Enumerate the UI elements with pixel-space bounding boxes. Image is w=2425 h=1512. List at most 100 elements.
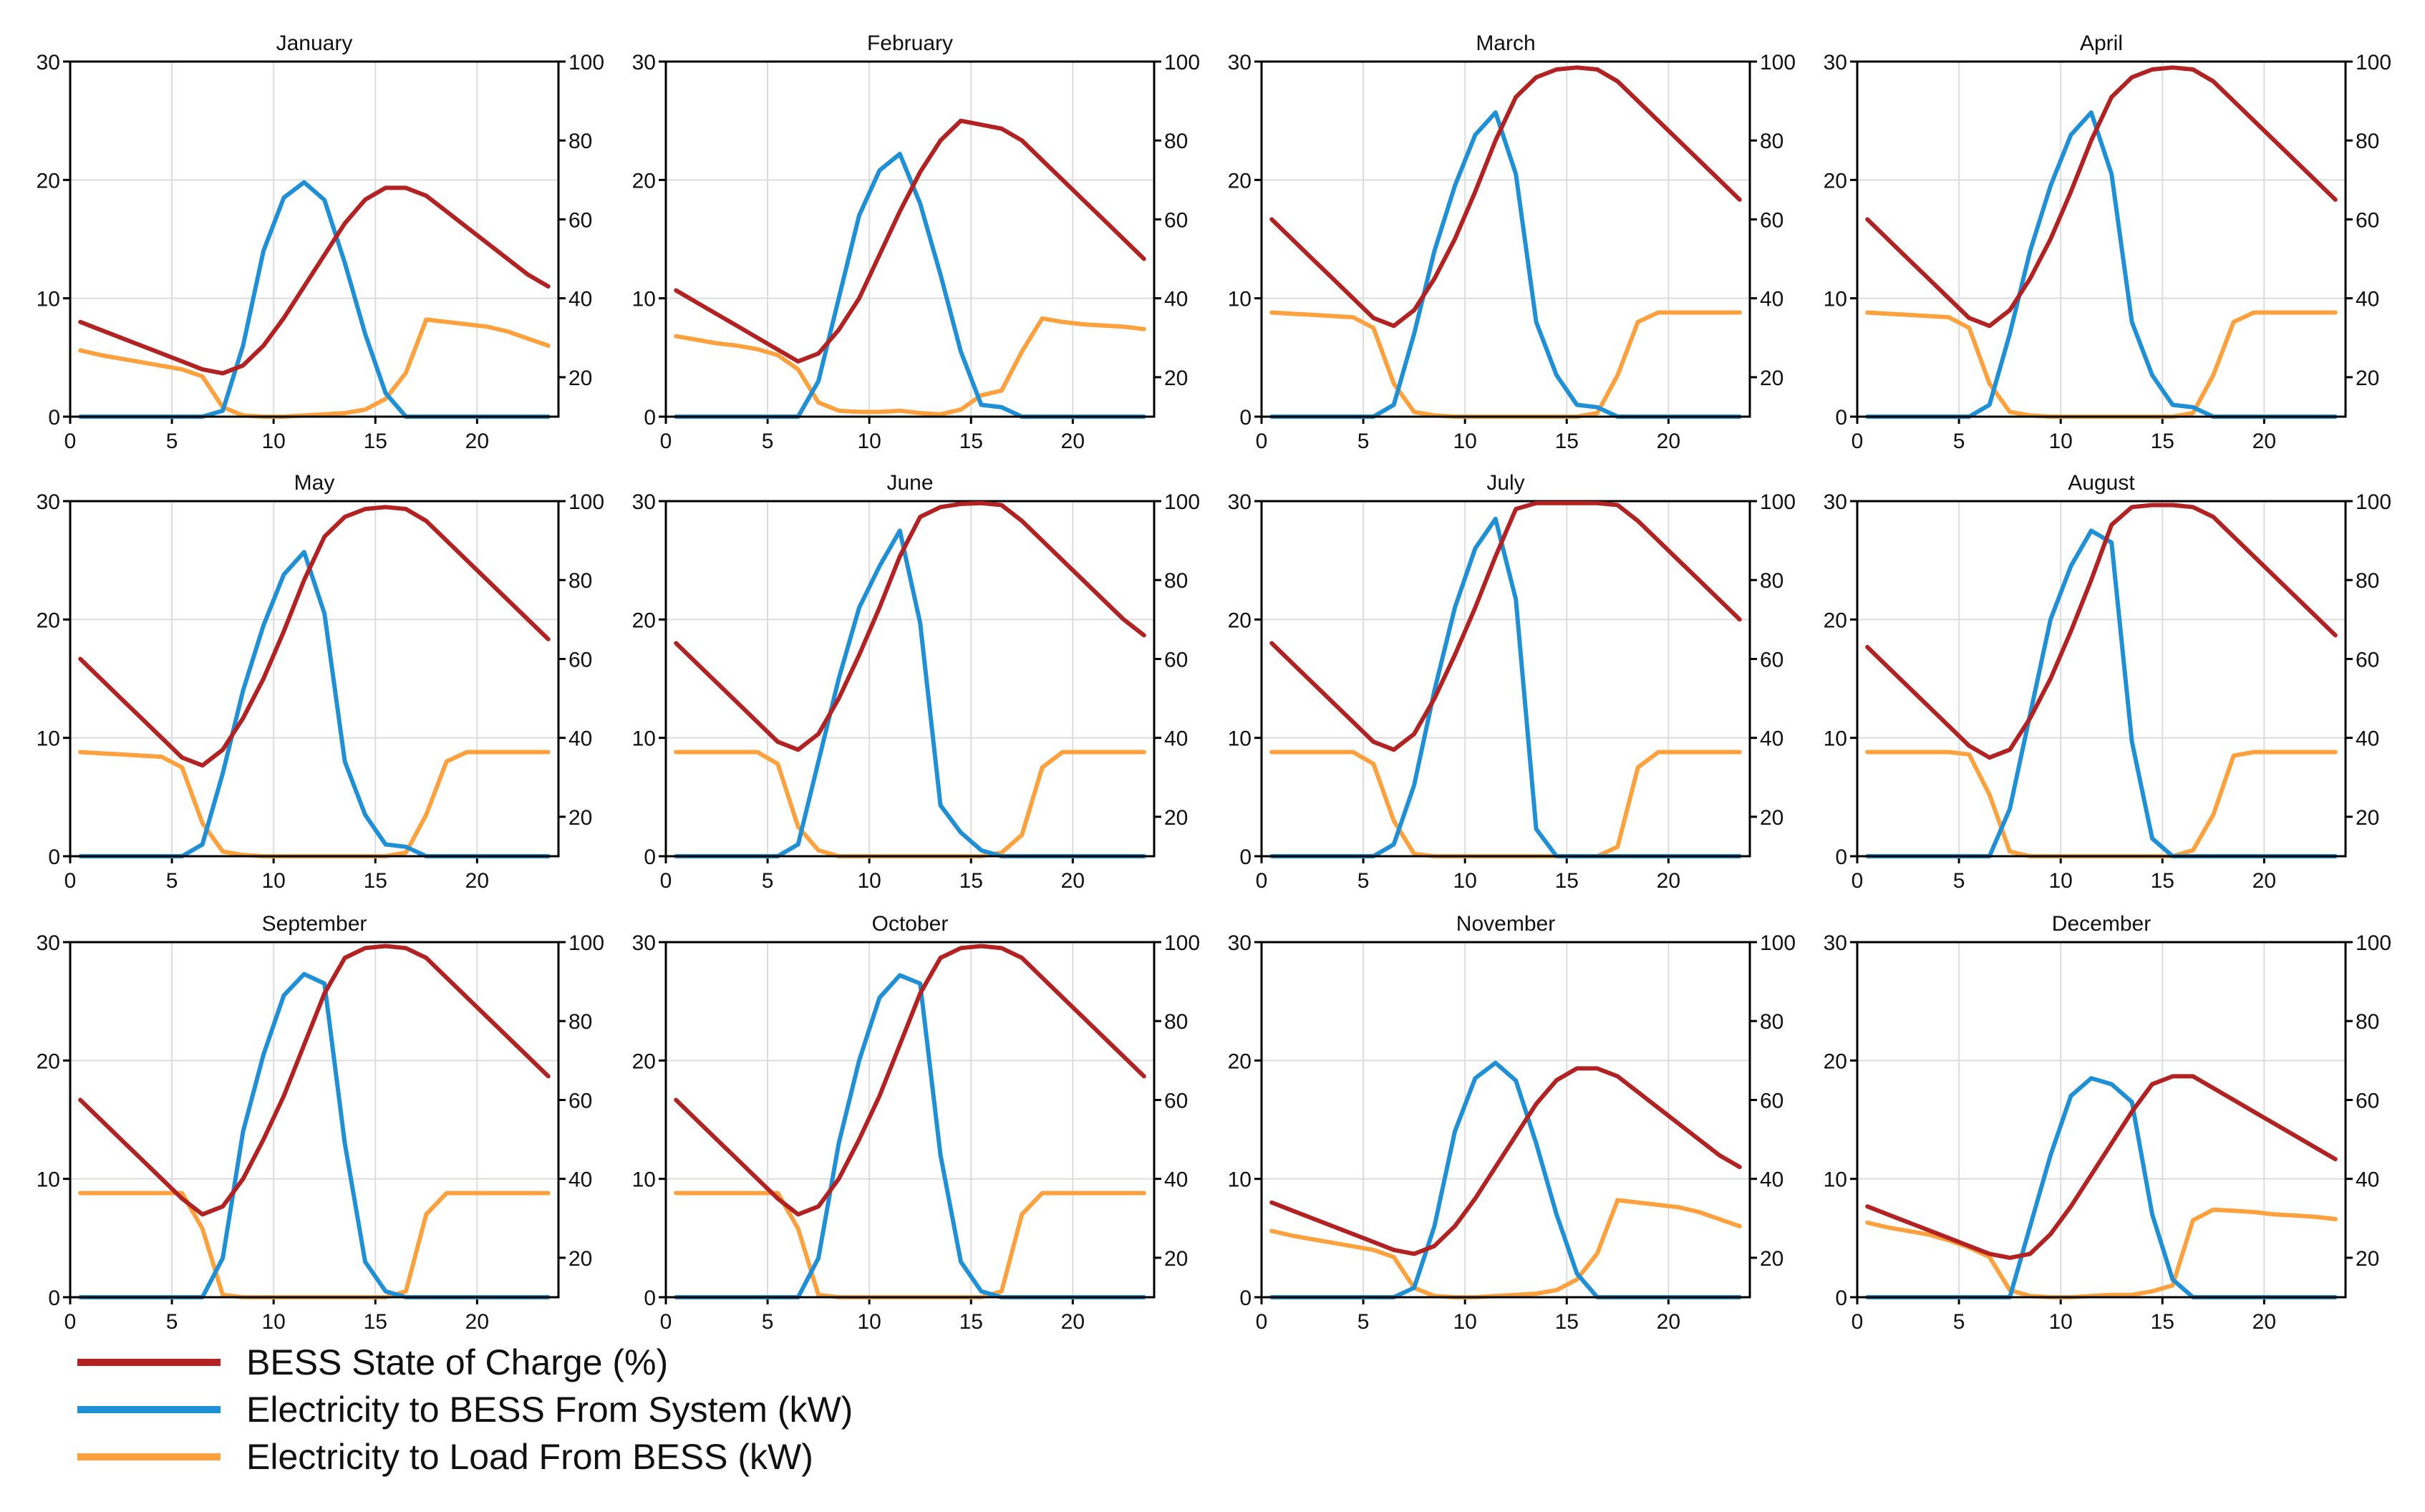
left-tick-label: 30 xyxy=(1824,51,1847,74)
right-tick-label: 20 xyxy=(568,1247,592,1271)
left-tick-label: 30 xyxy=(632,490,656,514)
x-tick-label: 15 xyxy=(364,1310,387,1334)
panel-september: September 0 5 10 15 20 0 10 20 30 20 40 60 80 100 xyxy=(37,912,604,1334)
panel-march: March 0 5 10 15 20 0 10 20 30 20 40 60 80 100 xyxy=(1228,32,1796,453)
right-tick-label: 60 xyxy=(1760,1089,1783,1113)
x-tick-label: 5 xyxy=(762,1310,774,1334)
right-tick-label: 80 xyxy=(568,569,592,593)
plot-frame xyxy=(69,941,560,1299)
panel-title: September xyxy=(262,912,367,936)
x-tick-label: 5 xyxy=(166,1310,178,1334)
left-tick-label: 20 xyxy=(37,609,60,632)
series-load-from-bess xyxy=(78,750,551,858)
right-tick-label: 60 xyxy=(568,1089,592,1113)
right-tick-label: 80 xyxy=(1164,1010,1188,1034)
left-tick-label: 30 xyxy=(1824,490,1847,514)
x-tick-label: 5 xyxy=(1953,430,1965,453)
panel-title: January xyxy=(276,32,353,55)
series-load-from-bess xyxy=(1269,750,1742,858)
x-tick-label: 0 xyxy=(1852,869,1864,893)
x-tick-label: 5 xyxy=(1953,869,1965,893)
panel-december: December 0 5 10 15 20 0 10 20 30 20 40 60 80 100 xyxy=(1824,912,2391,1334)
series-state-of-charge xyxy=(1865,503,2338,760)
panel-title: July xyxy=(1486,471,1524,495)
right-tick-label: 40 xyxy=(1164,288,1188,311)
right-tick-label: 100 xyxy=(1760,931,1796,955)
series-state-of-charge xyxy=(1269,65,1742,329)
x-tick-label: 15 xyxy=(959,1310,983,1334)
legend: BESS State of Charge (%) Electricity to … xyxy=(77,1339,853,1480)
x-tick-label: 0 xyxy=(64,1310,77,1334)
right-tick-label: 60 xyxy=(1164,1089,1188,1113)
left-tick-label: 10 xyxy=(1228,727,1252,751)
right-tick-label: 80 xyxy=(1164,569,1188,593)
right-tick-label: 20 xyxy=(2356,806,2379,830)
x-tick-label: 0 xyxy=(64,430,77,453)
x-tick-label: 15 xyxy=(1555,869,1579,893)
x-tick-label: 5 xyxy=(1357,1310,1370,1334)
panel-august: August 0 5 10 15 20 0 10 20 30 20 40 60 80 100 xyxy=(1824,471,2391,893)
right-tick-label: 80 xyxy=(1164,130,1188,153)
series-state-of-charge xyxy=(1269,500,1742,752)
left-tick-label: 20 xyxy=(37,169,60,193)
x-tick-label: 5 xyxy=(1357,430,1370,453)
x-tick-label: 0 xyxy=(1852,430,1864,453)
x-tick-label: 20 xyxy=(465,869,489,893)
right-tick-label: 20 xyxy=(568,806,592,830)
x-tick-label: 20 xyxy=(1657,869,1680,893)
right-tick-label: 20 xyxy=(1760,367,1783,390)
x-tick-label: 15 xyxy=(2151,430,2174,453)
left-tick-label: 10 xyxy=(632,288,656,311)
x-tick-label: 5 xyxy=(166,869,178,893)
right-tick-label: 80 xyxy=(1760,130,1783,153)
x-tick-label: 0 xyxy=(1256,869,1268,893)
panel-february: February 0 5 10 15 20 0 10 20 30 20 40 60 80 100 xyxy=(632,32,1200,453)
left-tick-label: 30 xyxy=(37,51,60,74)
series-bess-from-system xyxy=(78,550,551,858)
right-tick-label: 100 xyxy=(1164,51,1200,74)
left-tick-label: 20 xyxy=(1824,1050,1847,1073)
right-tick-label: 100 xyxy=(568,51,604,74)
right-tick-label: 80 xyxy=(568,130,592,153)
x-tick-label: 5 xyxy=(1953,1310,1965,1334)
right-tick-label: 100 xyxy=(2356,931,2391,955)
panel-april: April 0 5 10 15 20 0 10 20 30 20 40 60 80 100 xyxy=(1824,32,2391,453)
right-tick-label: 60 xyxy=(568,208,592,232)
left-tick-label: 0 xyxy=(48,845,60,869)
left-tick-label: 10 xyxy=(632,727,656,751)
plot-frame xyxy=(664,941,1156,1299)
series-state-of-charge xyxy=(674,944,1146,1217)
right-tick-label: 60 xyxy=(1164,208,1188,232)
right-tick-label: 40 xyxy=(568,727,592,751)
left-tick-label: 30 xyxy=(1824,931,1847,955)
x-tick-label: 20 xyxy=(465,1310,489,1334)
right-tick-label: 20 xyxy=(1760,1247,1783,1271)
right-tick-label: 60 xyxy=(2356,1089,2379,1113)
panel-title: December xyxy=(2052,912,2151,936)
x-tick-label: 10 xyxy=(261,869,285,893)
panel-july: July 0 5 10 15 20 0 10 20 30 20 40 60 80 100 xyxy=(1228,471,1796,893)
series-state-of-charge xyxy=(1865,65,2338,329)
x-tick-label: 20 xyxy=(1061,430,1085,453)
panel-title: June xyxy=(886,471,933,495)
left-tick-label: 30 xyxy=(632,51,656,74)
legend-label-discharge: Electricity to Load From BESS (kW) xyxy=(246,1437,813,1477)
series-bess-from-system xyxy=(1269,110,1742,419)
left-tick-label: 0 xyxy=(644,845,656,869)
series-bess-from-system xyxy=(1269,516,1742,858)
right-tick-label: 20 xyxy=(1164,806,1188,830)
x-tick-label: 10 xyxy=(2048,869,2072,893)
series-load-from-bess xyxy=(1269,310,1742,419)
x-tick-label: 15 xyxy=(1555,1310,1579,1334)
right-tick-label: 60 xyxy=(2356,208,2379,232)
left-tick-label: 30 xyxy=(632,931,656,955)
right-tick-label: 100 xyxy=(1164,931,1200,955)
legend-item-soc: BESS State of Charge (%) xyxy=(77,1339,853,1386)
legend-label-soc: BESS State of Charge (%) xyxy=(246,1342,669,1382)
panel-title: March xyxy=(1476,32,1535,55)
right-tick-label: 20 xyxy=(1164,1247,1188,1271)
left-tick-label: 20 xyxy=(37,1050,60,1073)
left-tick-label: 0 xyxy=(48,406,60,430)
x-tick-label: 15 xyxy=(2151,869,2174,893)
